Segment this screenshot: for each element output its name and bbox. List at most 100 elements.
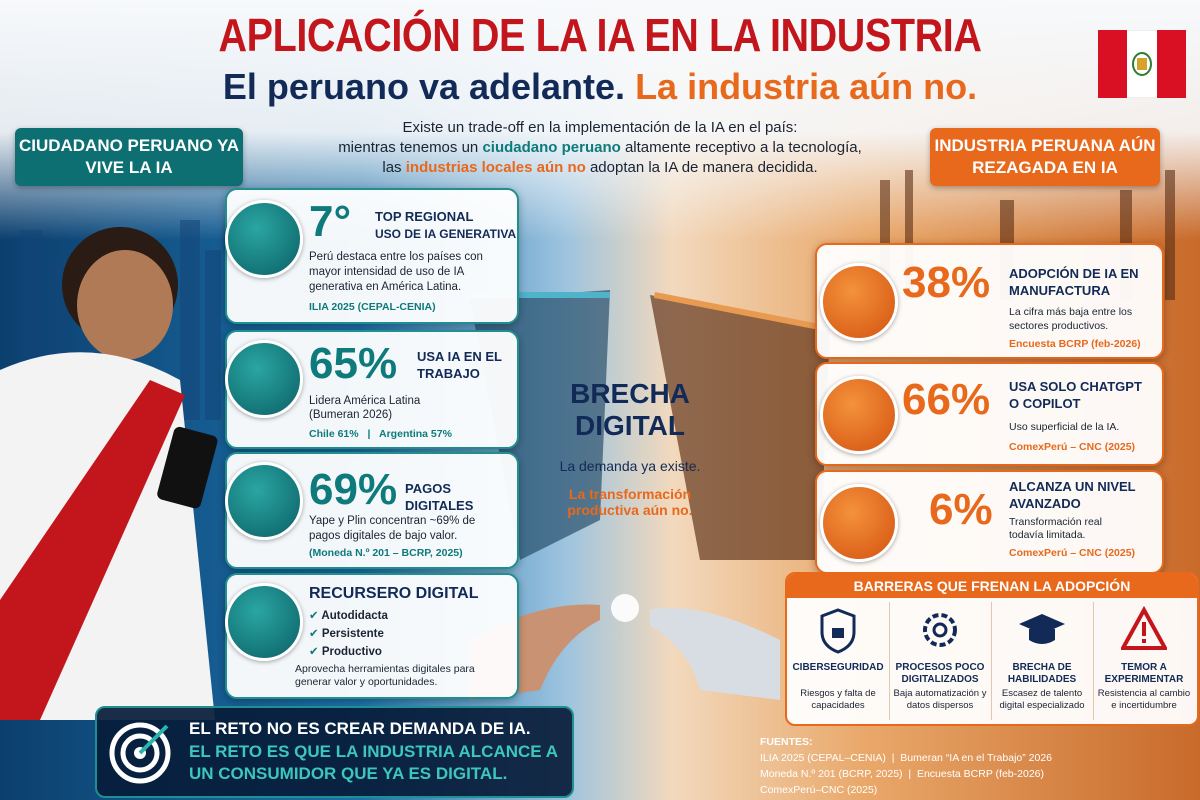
intro-line: las industrias locales aún no adoptan la…	[300, 158, 900, 178]
center-title: BRECHA DIGITAL	[570, 378, 690, 441]
center-line: La transformación productiva aún no.	[567, 486, 693, 518]
source-line: Moneda N.º 201 (BCRP, 2025) | Encuesta B…	[760, 768, 1044, 780]
trait: ✔ Persistente	[309, 628, 384, 640]
right-heading: INDUSTRIA PERUANA AÚN REZAGADA EN IA	[930, 128, 1160, 186]
center-message: BRECHA DIGITAL La demanda ya existe. La …	[530, 378, 730, 518]
center-line: La demanda ya existe.	[559, 458, 701, 474]
text: Yape y Plin concentran ~69% de pagos dig…	[309, 515, 476, 542]
trait-text: Persistente	[321, 628, 384, 640]
icon	[820, 263, 898, 341]
challenge-line: EL RETO NO ES CREAR DEMANDA DE IA.	[189, 719, 531, 738]
icon	[225, 340, 303, 418]
stat-card: 69% PAGOS DIGITALES Yape y Plin concentr…	[225, 452, 519, 569]
profile-card: RECURSERO DIGITAL ✔ Autodidacta ✔ Persis…	[225, 573, 519, 699]
label: ALCANZA UN NIVEL AVANZADO	[1009, 479, 1136, 511]
challenge-line: EL RETO ES QUE LA INDUSTRIA ALCANCE A UN…	[189, 742, 558, 783]
barrier: CIBERSEGURIDAD Riesgos y falta de capaci…	[787, 602, 890, 720]
icon	[820, 484, 898, 562]
intro-line: Existe un trade-off en la implementación…	[402, 119, 798, 136]
trait-text: Autodidacta	[321, 610, 388, 622]
barrier-icon	[820, 608, 856, 654]
barrier-icon	[1019, 614, 1065, 644]
label: USA SOLO CHATGPT O COPILOT	[1009, 379, 1142, 411]
icon	[820, 376, 898, 454]
subtitle-highlight: La industria aún no.	[635, 66, 978, 107]
subtitle: El peruano va adelante. La industria aún…	[0, 66, 1200, 108]
source: (Moneda N.º 201 – BCRP, 2025)	[309, 547, 463, 559]
text: Perú destaca entre los países con mayor …	[309, 251, 483, 293]
trait-list: ✔ Autodidacta ✔ Persistente ✔ Productivo	[309, 607, 388, 661]
source: ComexPerú – CNC (2025)	[1009, 547, 1136, 559]
text: Transformación real todavía limitada.	[1009, 516, 1102, 541]
source-line: ILIA 2025 (CEPAL–CENIA) | Bumeran “IA en…	[760, 752, 1053, 764]
compare-item: Chile 61%	[309, 428, 359, 440]
barrier-text: Baja automatización y datos dispersos	[893, 688, 987, 711]
intro-highlight: industrias locales aún no	[405, 159, 586, 176]
label: ADOPCIÓN DE IA EN MANUFACTURA	[1009, 266, 1139, 298]
intro-text: las	[382, 159, 402, 176]
barrier-title: CIBERSEGURIDAD	[792, 662, 884, 673]
intro-text: adoptan la IA de manera decidida.	[589, 159, 818, 176]
sublabel: USO DE IA GENERATIVA	[375, 227, 517, 241]
barrier-title: TEMOR A EXPERIMENTAR	[1104, 662, 1184, 685]
barrier-icon	[923, 613, 957, 647]
left-heading: CIUDADANO PERUANO YA VIVE LA IA	[15, 128, 243, 186]
barrier-text: Riesgos y falta de capacidades	[800, 688, 876, 711]
label: USA IA EN EL TRABAJO	[417, 349, 502, 381]
source-line: ComexPerú–CNC (2025)	[760, 784, 878, 796]
text: Aprovecha herramientas digitales para ge…	[295, 663, 475, 688]
barriers-title: BARRERAS QUE FRENAN LA ADOPCIÓN	[787, 574, 1197, 598]
stat-card: 66% USA SOLO CHATGPT O COPILOT Uso super…	[815, 362, 1164, 466]
trait: ✔ Productivo	[309, 646, 382, 658]
stat: 65%	[309, 339, 398, 388]
text: Lidera América Latina	[309, 395, 421, 407]
barrier-icon	[1121, 606, 1167, 650]
text: La cifra más baja entre los sectores pro…	[1009, 306, 1133, 332]
barrier-title: PROCESOS POCO DIGITALIZADOS	[895, 662, 985, 685]
barrier-title: BRECHA DE HABILIDADES	[1007, 662, 1077, 685]
icon	[225, 200, 303, 278]
intro: Existe un trade-off en la implementación…	[300, 118, 900, 178]
barrier: BRECHA DE HABILIDADES Escasez de talento…	[991, 602, 1094, 720]
icon	[225, 462, 303, 540]
stat-card: 7° TOP REGIONAL USO DE IA GENERATIVA Per…	[225, 188, 519, 324]
icon	[225, 583, 303, 661]
stat-card: 6% ALCANZA UN NIVEL AVANZADO Transformac…	[815, 470, 1164, 574]
barrier-text: Resistencia al cambio e incertidumbre	[1097, 688, 1191, 711]
compare: Chile 61% | Argentina 57%	[309, 428, 452, 440]
stat-card: 65% USA IA EN EL TRABAJO Lidera América …	[225, 330, 519, 449]
source: (Bumeran 2026)	[309, 409, 393, 421]
label: RECURSERO DIGITAL	[309, 585, 479, 602]
title: APLICACIÓN DE LA IA EN LA INDUSTRIA	[218, 9, 982, 61]
stat-card: 38% ADOPCIÓN DE IA EN MANUFACTURA La cif…	[815, 243, 1164, 359]
challenge-box: EL RETO NO ES CREAR DEMANDA DE IA. EL RE…	[95, 706, 574, 798]
stat: 69%	[309, 465, 398, 514]
flag-peru	[1098, 30, 1186, 98]
sources-title: FUENTES:	[760, 736, 813, 748]
subtitle-text: El peruano va adelante.	[222, 66, 626, 107]
label: PAGOS DIGITALES	[405, 481, 474, 513]
stat: 7°	[309, 197, 352, 246]
source: Encuesta BCRP (feb-2026)	[1009, 338, 1141, 350]
intro-text: mientras tenemos un	[338, 139, 479, 156]
sources: FUENTES: ILIA 2025 (CEPAL–CENIA) | Bumer…	[760, 734, 1180, 798]
source: ComexPerú – CNC (2025)	[1009, 441, 1136, 453]
compare-item: Argentina 57%	[379, 428, 452, 440]
barrier: PROCESOS POCO DIGITALIZADOS Baja automat…	[889, 602, 992, 720]
source: ILIA 2025 (CEPAL-CENIA)	[309, 301, 436, 313]
trait-text: Productivo	[321, 646, 382, 658]
barriers-panel: BARRERAS QUE FRENAN LA ADOPCIÓN CIBERSEG…	[785, 572, 1199, 726]
target-icon	[109, 722, 171, 784]
barrier: TEMOR A EXPERIMENTAR Resistencia al camb…	[1093, 602, 1195, 720]
barrier-text: Escasez de talento digital especializado	[999, 688, 1085, 711]
stat: 6%	[929, 485, 993, 534]
stat: 66%	[902, 375, 991, 424]
intro-line: mientras tenemos un ciudadano peruano al…	[300, 138, 900, 158]
label: TOP REGIONAL	[375, 209, 474, 224]
trait: ✔ Autodidacta	[309, 610, 388, 622]
text: Uso superficial de la IA.	[1009, 421, 1120, 433]
intro-text: altamente receptivo a la tecnología,	[624, 139, 862, 156]
